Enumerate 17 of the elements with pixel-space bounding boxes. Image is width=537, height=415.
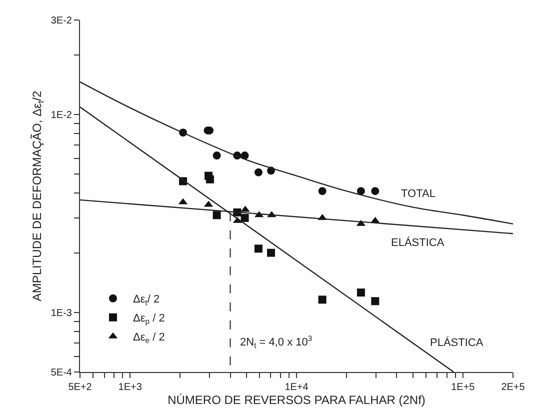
y-tick-label: 3E-2 [50, 16, 72, 26]
legend-label: Δε$_{e}$ / 2 [132, 332, 165, 345]
x-tick-label: 1E+4 [284, 382, 309, 393]
series-label: PLÁSTICA [430, 336, 484, 349]
x-axis-title: NÚMERO DE REVERSOS PARA FALHAR (2Nf) [168, 393, 426, 407]
x-tick-label: 5E+2 [68, 382, 92, 393]
y-tick-label: 1E-2 [50, 110, 72, 121]
y-tick-label: 1E-3 [50, 308, 72, 319]
x-tick-label: 1E+5 [451, 382, 476, 393]
annotation: 2N$_{t}$ = 4,0 x 10$^{3}$ [240, 334, 312, 350]
series-label: ELÁSTICA [391, 236, 445, 249]
legend-label: Δε$_{p}$ / 2 [132, 312, 165, 326]
x-tick-label: 2E+5 [501, 382, 526, 393]
legend-label: Δε$_{t}$/ 2 [132, 294, 160, 307]
y-tick-label: 5E-4 [50, 368, 72, 378]
series-label: TOTAL [401, 188, 436, 200]
x-tick-label: 1E+3 [118, 382, 142, 393]
